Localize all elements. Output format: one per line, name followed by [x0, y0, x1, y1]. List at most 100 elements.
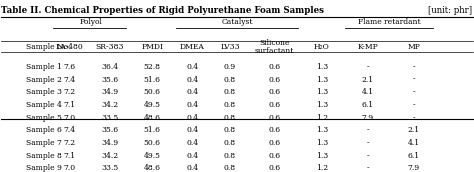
Text: -: -: [366, 139, 369, 147]
Text: 0.6: 0.6: [269, 101, 281, 109]
Text: 0.8: 0.8: [224, 88, 236, 96]
Text: -: -: [412, 76, 415, 84]
Text: Flame retardant: Flame retardant: [358, 18, 420, 26]
Text: 0.4: 0.4: [186, 114, 198, 122]
Text: 48.6: 48.6: [144, 114, 161, 122]
Text: Sample 2: Sample 2: [26, 76, 62, 84]
Text: Sample 4: Sample 4: [26, 101, 62, 109]
Text: LV33: LV33: [220, 43, 240, 51]
Text: -: -: [366, 126, 369, 134]
Text: 33.5: 33.5: [101, 114, 118, 122]
Text: 0.8: 0.8: [224, 76, 236, 84]
Text: 7.9: 7.9: [362, 114, 374, 122]
Text: 34.2: 34.2: [101, 152, 118, 160]
Text: 7.1: 7.1: [64, 101, 76, 109]
Text: 1.3: 1.3: [316, 63, 328, 71]
Text: -: -: [366, 164, 369, 172]
Text: SR-383: SR-383: [96, 43, 124, 51]
Text: -: -: [412, 88, 415, 96]
Text: 34.9: 34.9: [101, 139, 118, 147]
Text: 0.4: 0.4: [186, 101, 198, 109]
Text: 51.6: 51.6: [144, 76, 161, 84]
Text: Sample No.: Sample No.: [26, 43, 71, 51]
Text: K-MP: K-MP: [357, 43, 378, 51]
Text: H₂O: H₂O: [314, 43, 330, 51]
Text: 4.1: 4.1: [408, 139, 420, 147]
Text: 1.3: 1.3: [316, 76, 328, 84]
Text: Sample 5: Sample 5: [26, 114, 62, 122]
Text: [unit: phr]: [unit: phr]: [428, 6, 473, 15]
Text: 1.2: 1.2: [316, 164, 328, 172]
Text: 0.4: 0.4: [186, 88, 198, 96]
Text: -: -: [412, 114, 415, 122]
Text: 7.4: 7.4: [64, 126, 76, 134]
Text: 0.9: 0.9: [224, 63, 236, 71]
Text: 52.8: 52.8: [144, 63, 161, 71]
Text: 7.4: 7.4: [64, 76, 76, 84]
Text: 2.1: 2.1: [408, 126, 420, 134]
Text: 0.6: 0.6: [269, 76, 281, 84]
Text: Sample 8: Sample 8: [26, 152, 62, 160]
Text: 0.4: 0.4: [186, 63, 198, 71]
Text: -: -: [412, 101, 415, 109]
Text: 34.9: 34.9: [101, 88, 118, 96]
Text: 7.0: 7.0: [64, 164, 76, 172]
Text: Sample 3: Sample 3: [26, 88, 62, 96]
Text: 48.6: 48.6: [144, 164, 161, 172]
Text: Sample 7: Sample 7: [26, 139, 62, 147]
Text: 1.3: 1.3: [316, 126, 328, 134]
Text: 0.8: 0.8: [224, 139, 236, 147]
Text: 0.8: 0.8: [224, 126, 236, 134]
Text: LA-480: LA-480: [56, 43, 83, 51]
Text: 0.6: 0.6: [269, 139, 281, 147]
Text: DMEA: DMEA: [180, 43, 205, 51]
Text: Silicone
surfactant: Silicone surfactant: [255, 39, 294, 55]
Text: 7.9: 7.9: [408, 164, 420, 172]
Text: 0.8: 0.8: [224, 101, 236, 109]
Text: -: -: [366, 152, 369, 160]
Text: 33.5: 33.5: [101, 164, 118, 172]
Text: 4.1: 4.1: [362, 88, 374, 96]
Text: Sample 1: Sample 1: [26, 63, 62, 71]
Text: 6.1: 6.1: [362, 101, 374, 109]
Text: 1.3: 1.3: [316, 101, 328, 109]
Text: -: -: [412, 63, 415, 71]
Text: 50.6: 50.6: [144, 139, 161, 147]
Text: 0.6: 0.6: [269, 88, 281, 96]
Text: 1.3: 1.3: [316, 152, 328, 160]
Text: 7.6: 7.6: [64, 63, 76, 71]
Text: 7.1: 7.1: [64, 152, 76, 160]
Text: 51.6: 51.6: [144, 126, 161, 134]
Text: Catalyst: Catalyst: [221, 18, 253, 26]
Text: 35.6: 35.6: [101, 76, 118, 84]
Text: 49.5: 49.5: [144, 152, 161, 160]
Text: 1.3: 1.3: [316, 139, 328, 147]
Text: 50.6: 50.6: [144, 88, 161, 96]
Text: 0.6: 0.6: [269, 152, 281, 160]
Text: 36.4: 36.4: [101, 63, 118, 71]
Text: 1.3: 1.3: [316, 88, 328, 96]
Text: 7.0: 7.0: [64, 114, 76, 122]
Text: 0.4: 0.4: [186, 126, 198, 134]
Text: Polyol: Polyol: [80, 18, 102, 26]
Text: 0.8: 0.8: [224, 164, 236, 172]
Text: 2.1: 2.1: [362, 76, 374, 84]
Text: 0.8: 0.8: [224, 114, 236, 122]
Text: Sample 9: Sample 9: [26, 164, 62, 172]
Text: 49.5: 49.5: [144, 101, 161, 109]
Text: PMDI: PMDI: [141, 43, 163, 51]
Text: 7.2: 7.2: [64, 88, 76, 96]
Text: 0.8: 0.8: [224, 152, 236, 160]
Text: MP: MP: [407, 43, 420, 51]
Text: 35.6: 35.6: [101, 126, 118, 134]
Text: 6.1: 6.1: [408, 152, 420, 160]
Text: 0.6: 0.6: [269, 114, 281, 122]
Text: 7.2: 7.2: [64, 139, 76, 147]
Text: 0.4: 0.4: [186, 152, 198, 160]
Text: 0.6: 0.6: [269, 63, 281, 71]
Text: Sample 6: Sample 6: [26, 126, 62, 134]
Text: 0.6: 0.6: [269, 126, 281, 134]
Text: 1.2: 1.2: [316, 114, 328, 122]
Text: -: -: [366, 63, 369, 71]
Text: 34.2: 34.2: [101, 101, 118, 109]
